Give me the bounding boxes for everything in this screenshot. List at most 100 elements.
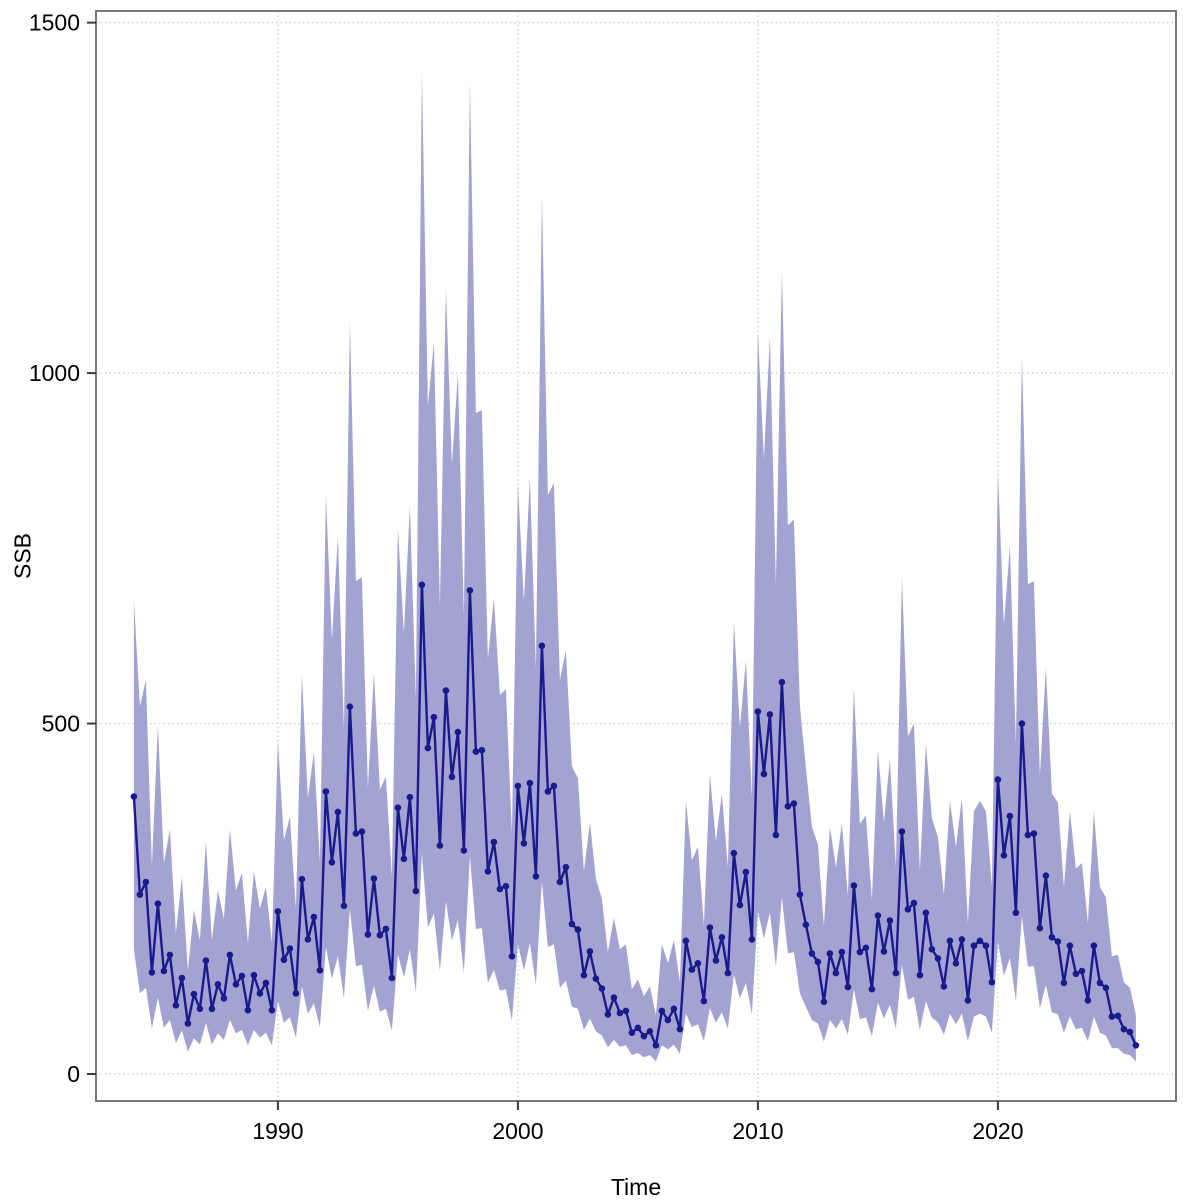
data-point-marker [796,891,804,898]
data-point-marker [238,972,246,980]
data-point-marker [790,800,798,807]
data-point-marker [652,1042,660,1049]
data-point-marker [418,581,426,589]
data-point-marker [838,948,846,956]
data-point-marker [1090,942,1098,949]
data-point-marker [1060,979,1068,987]
data-point-marker [226,951,234,959]
data-point-marker [574,926,582,933]
data-point-marker [592,975,600,982]
data-point-marker [178,974,186,982]
data-point-marker [424,744,432,752]
data-point-marker [706,924,714,931]
data-point-marker [958,936,966,943]
data-point-marker [262,979,270,987]
data-point-marker [340,902,348,910]
data-point-marker [586,948,594,955]
data-point-marker [1102,984,1110,992]
data-point-marker [616,1009,624,1017]
data-point-marker [466,587,474,594]
data-point-marker [352,830,360,837]
data-point-marker [658,1007,666,1015]
data-point-marker [946,937,954,945]
data-point-marker [232,981,240,988]
data-point-marker [268,1006,276,1014]
data-point-marker [1048,934,1056,941]
data-point-marker [988,978,996,986]
data-point-marker [970,942,978,949]
data-point-marker [484,868,492,875]
data-point-marker [802,921,810,928]
data-point-marker [478,746,486,754]
confidence-band [133,71,1136,1062]
data-point-marker [934,955,942,962]
data-point-marker [1012,909,1020,917]
data-point-marker [850,882,858,889]
data-point-marker [892,969,900,977]
data-point-marker [136,891,144,898]
data-point-marker [502,882,510,890]
data-point-marker [208,1005,216,1013]
data-point-marker [712,957,720,964]
data-point-marker [874,912,882,919]
data-point-marker [292,990,300,997]
data-point-marker [514,782,522,790]
data-point-marker [1006,812,1014,820]
data-point-marker [538,642,546,650]
data-point-marker [142,878,150,886]
data-point-marker [310,913,318,921]
data-point-marker [196,1005,204,1013]
data-point-marker [784,803,792,810]
data-point-marker [976,937,984,945]
data-point-marker [664,1016,672,1024]
data-point-marker [328,859,336,866]
data-point-marker [1066,942,1074,949]
data-point-marker [274,908,282,915]
data-point-marker [286,945,294,952]
data-point-marker [1036,924,1044,932]
data-point-marker [166,951,174,959]
data-point-marker [1042,872,1050,879]
data-point-marker [454,728,462,736]
data-point-marker [244,1006,252,1014]
data-point-marker [316,967,324,974]
data-point-marker [130,793,138,800]
data-point-marker [760,770,768,778]
x-tick-label: 2020 [972,1118,1023,1144]
data-point-marker [436,842,444,849]
data-point-marker [568,920,576,928]
data-point-marker [1114,1012,1122,1020]
data-point-marker [1132,1042,1140,1049]
data-point-marker [370,875,378,882]
data-point-marker [364,931,372,938]
y-tick-label: 1000 [29,360,80,386]
data-point-marker [724,969,732,977]
data-point-marker [604,1011,612,1018]
data-point-marker [1054,938,1062,945]
data-point-marker [358,828,366,835]
data-point-marker [460,847,468,854]
data-point-marker [898,828,906,835]
data-point-marker [202,957,210,964]
data-point-marker [280,956,288,964]
data-point-marker [388,974,396,982]
data-point-marker [556,878,564,886]
data-point-marker [526,779,534,787]
data-point-marker [928,946,936,953]
data-point-marker [1018,720,1026,727]
data-point-marker [448,773,456,781]
data-point-marker [880,948,888,955]
data-point-marker [298,875,306,883]
data-point-marker [598,985,606,992]
data-point-marker [964,997,972,1004]
data-point-marker [148,969,156,976]
data-point-marker [472,748,480,755]
data-point-marker [814,958,822,966]
data-point-marker [190,990,198,998]
data-point-marker [1120,1025,1128,1033]
data-point-marker [160,967,168,975]
data-point-marker [778,678,786,686]
data-point-marker [322,788,330,795]
data-point-marker [1084,997,1092,1004]
